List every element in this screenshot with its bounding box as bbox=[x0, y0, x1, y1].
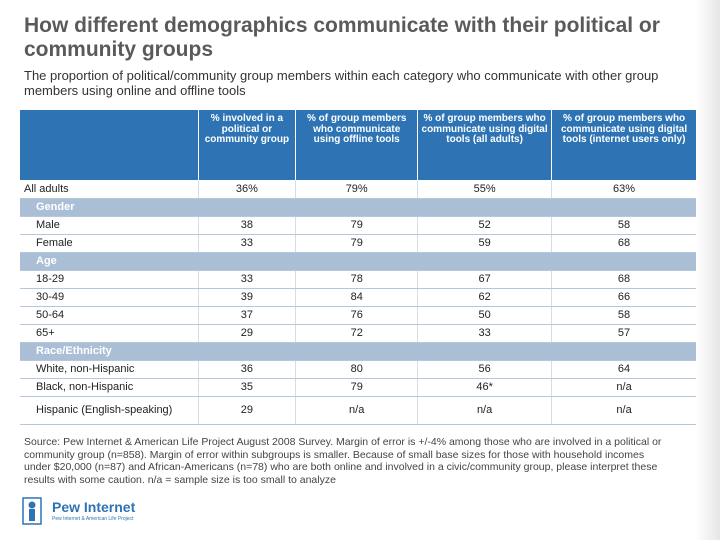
cell-value: 55% bbox=[417, 180, 553, 199]
cell-value: 39 bbox=[198, 288, 297, 307]
cell-value: 68 bbox=[551, 234, 696, 253]
table-row-all-adults: All adults 36% 79% 55% 63% bbox=[20, 180, 696, 199]
cell-value: 36% bbox=[198, 180, 297, 199]
cell-value: 57 bbox=[551, 324, 696, 343]
table-row: Male 38 79 52 58 bbox=[20, 216, 696, 235]
cell-value: 76 bbox=[295, 306, 419, 325]
cell-value: 36 bbox=[198, 360, 297, 379]
column-header: % of group members who communicate using… bbox=[295, 110, 419, 180]
page-subtitle: The proportion of political/community gr… bbox=[24, 68, 659, 98]
table-row: Female 33 79 59 68 bbox=[20, 234, 696, 253]
table-header-row: % involved in a political or community g… bbox=[20, 110, 696, 180]
table-row: Hispanic (English-speaking) 29 n/a n/a n… bbox=[20, 396, 696, 425]
cell-value: 63% bbox=[551, 180, 696, 199]
logo-name: Pew Internet bbox=[52, 499, 136, 515]
row-label: 65+ bbox=[20, 324, 199, 343]
column-header: % of group members who communicate using… bbox=[417, 110, 553, 180]
cell-value: 38 bbox=[198, 216, 297, 235]
section-label: Race/Ethnicity bbox=[20, 342, 696, 361]
section-label: Age bbox=[20, 252, 696, 271]
section-label: Gender bbox=[20, 198, 696, 217]
pew-logo-icon bbox=[22, 497, 42, 525]
cell-value: 37 bbox=[198, 306, 297, 325]
column-header: % of group members who communicate using… bbox=[551, 110, 696, 180]
cell-value: 33 bbox=[198, 234, 297, 253]
right-edge-shadow bbox=[696, 0, 720, 540]
cell-value: 79 bbox=[295, 216, 419, 235]
logo-subtitle: Pew Internet & American Life Project bbox=[52, 516, 134, 522]
cell-value: 50 bbox=[417, 306, 553, 325]
cell-value: 68 bbox=[551, 270, 696, 289]
table-row: 65+ 29 72 33 57 bbox=[20, 324, 696, 343]
row-label: All adults bbox=[20, 180, 199, 199]
cell-value: 79 bbox=[295, 234, 419, 253]
cell-value: 67 bbox=[417, 270, 553, 289]
row-label: Hispanic (English-speaking) bbox=[20, 396, 199, 425]
cell-value: 78 bbox=[295, 270, 419, 289]
row-label: Black, non-Hispanic bbox=[20, 378, 199, 397]
table-row: 50-64 37 76 50 58 bbox=[20, 306, 696, 325]
cell-value: 79 bbox=[295, 378, 419, 397]
row-label: 30-49 bbox=[20, 288, 199, 307]
cell-value: 46* bbox=[417, 378, 553, 397]
cell-value: 58 bbox=[551, 216, 696, 235]
cell-value: 72 bbox=[295, 324, 419, 343]
demographics-table: % involved in a political or community g… bbox=[20, 110, 696, 425]
page-title: How different demographics communicate w… bbox=[24, 14, 660, 61]
table-corner-cell bbox=[20, 110, 199, 180]
section-header-age: Age bbox=[20, 252, 696, 271]
cell-value: 62 bbox=[417, 288, 553, 307]
cell-value: 84 bbox=[295, 288, 419, 307]
cell-value: 33 bbox=[198, 270, 297, 289]
table-row: White, non-Hispanic 36 80 56 64 bbox=[20, 360, 696, 379]
cell-value: n/a bbox=[551, 378, 696, 397]
table-row: 18-29 33 78 67 68 bbox=[20, 270, 696, 289]
table-row: 30-49 39 84 62 66 bbox=[20, 288, 696, 307]
source-note: Source: Pew Internet & American Life Pro… bbox=[24, 436, 662, 486]
table-row: Black, non-Hispanic 35 79 46* n/a bbox=[20, 378, 696, 397]
cell-value: 58 bbox=[551, 306, 696, 325]
row-label: 18-29 bbox=[20, 270, 199, 289]
cell-value: n/a bbox=[417, 396, 553, 425]
cell-value: 79% bbox=[295, 180, 419, 199]
cell-value: 64 bbox=[551, 360, 696, 379]
cell-value: 29 bbox=[198, 396, 297, 425]
row-label: White, non-Hispanic bbox=[20, 360, 199, 379]
cell-value: n/a bbox=[295, 396, 419, 425]
cell-value: 29 bbox=[198, 324, 297, 343]
row-label: Male bbox=[20, 216, 199, 235]
cell-value: 56 bbox=[417, 360, 553, 379]
cell-value: 66 bbox=[551, 288, 696, 307]
cell-value: 35 bbox=[198, 378, 297, 397]
row-label: 50-64 bbox=[20, 306, 199, 325]
cell-value: 80 bbox=[295, 360, 419, 379]
column-header: % involved in a political or community g… bbox=[198, 110, 297, 180]
cell-value: 52 bbox=[417, 216, 553, 235]
section-header-race: Race/Ethnicity bbox=[20, 342, 696, 361]
cell-value: 33 bbox=[417, 324, 553, 343]
pew-internet-logo: Pew Internet Pew Internet & American Lif… bbox=[22, 497, 172, 525]
section-header-gender: Gender bbox=[20, 198, 696, 217]
cell-value: n/a bbox=[551, 396, 696, 425]
row-label: Female bbox=[20, 234, 199, 253]
cell-value: 59 bbox=[417, 234, 553, 253]
